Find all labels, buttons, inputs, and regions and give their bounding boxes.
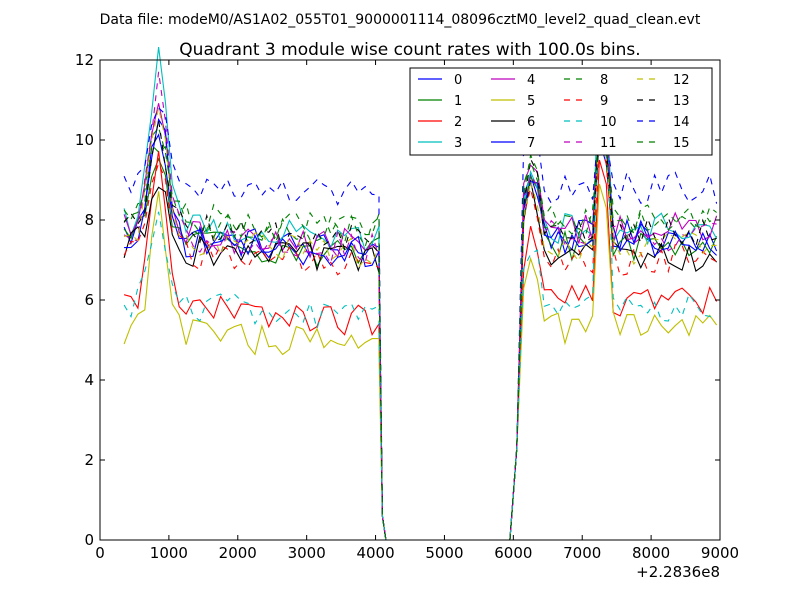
x-tick-label: 3000	[288, 544, 326, 562]
series-line-9	[123, 139, 717, 541]
legend-label: 14	[673, 115, 690, 130]
legend-label: 0	[454, 73, 462, 88]
chart-title: Quadrant 3 module wise count rates with …	[179, 40, 640, 60]
legend-label: 10	[600, 115, 617, 130]
y-tick-label: 4	[84, 371, 94, 389]
series-line-4	[123, 103, 718, 541]
y-tick-label: 12	[75, 51, 94, 69]
x-tick-label: 9000	[701, 544, 739, 562]
legend-frame	[409, 67, 713, 156]
y-tick-label: 10	[75, 131, 94, 149]
legend-label: 11	[600, 136, 617, 151]
x-tick-label: 6000	[494, 544, 532, 562]
x-tick-label: 8000	[632, 544, 670, 562]
legend-label: 12	[673, 73, 690, 88]
y-tick-label: 2	[84, 451, 94, 469]
legend-label: 7	[527, 136, 535, 151]
legend-label: 15	[673, 136, 690, 151]
series-line-13	[123, 119, 717, 541]
y-tick-label: 8	[84, 211, 94, 229]
x-tick-label: 2000	[219, 544, 257, 562]
y-tick-label: 0	[84, 531, 94, 549]
legend-label: 8	[600, 73, 608, 88]
legend-label: 4	[527, 73, 535, 88]
x-offset-label: +2.2836e8	[636, 563, 720, 581]
series-line-6	[123, 131, 718, 541]
series-line-12	[123, 107, 717, 541]
series-line-7	[124, 111, 717, 541]
series-line-1	[123, 131, 718, 541]
legend-label: 9	[600, 94, 608, 109]
legend-label: 6	[527, 115, 535, 130]
x-tick-label: 7000	[563, 544, 601, 562]
y-tick-label: 6	[84, 291, 94, 309]
series-line-0	[123, 133, 718, 541]
legend-label: 3	[454, 136, 462, 151]
x-tick-label: 5000	[425, 544, 463, 562]
chart-suptitle: Data file: modeM0/AS1A02_055T01_90000011…	[100, 12, 701, 28]
ticks-layer: 0 1000 2000 3000 4000 5000 6000 7000 8000 9000 0 2 4…	[75, 51, 739, 562]
x-tick-label: 4000	[356, 544, 394, 562]
legend-label: 2	[454, 115, 462, 130]
legend-label: 13	[673, 94, 690, 109]
x-tick-label: 1000	[150, 544, 188, 562]
series-line-14	[123, 107, 718, 541]
series-line-15	[123, 127, 717, 541]
x-tick-label: 0	[95, 544, 105, 562]
legend-label: 1	[454, 94, 462, 109]
series-line-8	[123, 115, 717, 541]
legend-label: 5	[527, 94, 535, 109]
